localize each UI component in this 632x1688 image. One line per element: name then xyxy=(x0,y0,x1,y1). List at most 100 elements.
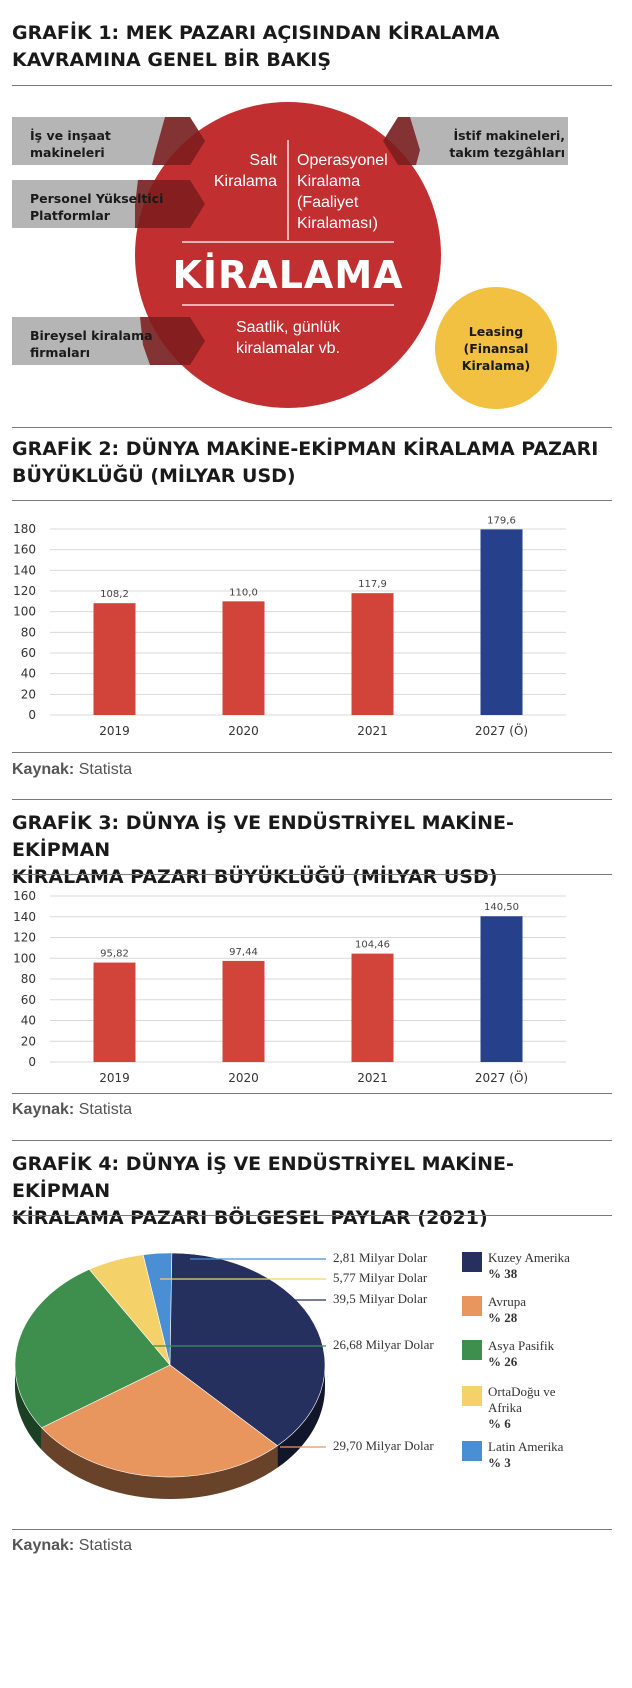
x-tick-label: 2019 xyxy=(99,724,130,738)
divider xyxy=(12,1529,612,1530)
y-tick-label: 80 xyxy=(21,972,36,986)
y-tick-label: 60 xyxy=(21,646,36,660)
left-box-2-label: Personel Yükseltici Platformlar xyxy=(30,191,164,223)
grafik2-title-line2: BÜYÜKLÜĞÜ (MİLYAR USD) xyxy=(12,465,296,487)
divider xyxy=(12,874,612,875)
y-tick-label: 40 xyxy=(21,667,36,681)
legend-name: Latin Amerika xyxy=(488,1439,564,1454)
legend-percent: % 6 xyxy=(488,1416,511,1431)
saatlik-text: Saatlik, günlük kiralamalar vb. xyxy=(195,317,381,359)
x-tick-label: 2019 xyxy=(99,1071,130,1085)
grafik4-title-line1: GRAFİK 4: DÜNYA İŞ VE ENDÜSTRİYEL MAKİNE… xyxy=(12,1153,514,1202)
bar xyxy=(222,601,265,715)
bar xyxy=(93,603,136,715)
legend-name: Asya Pasifik xyxy=(488,1338,555,1353)
legend-swatch xyxy=(462,1386,482,1406)
pie-slice-side xyxy=(277,1365,325,1468)
operasyonel-line2: Kiralama xyxy=(297,173,361,190)
y-tick-label: 140 xyxy=(13,910,36,924)
x-tick-label: 2027 (Ö) xyxy=(475,1069,528,1085)
data-label: 140,50 xyxy=(484,902,519,913)
legend-percent: % 28 xyxy=(488,1310,518,1325)
divider xyxy=(12,799,612,800)
right-box xyxy=(383,117,568,165)
grafik4-pie-chart xyxy=(14,1252,326,1499)
y-tick-label: 100 xyxy=(13,951,36,965)
slice-amount-label: 26,68 Milyar Dolar xyxy=(333,1337,434,1352)
slice-amount-label: 29,70 Milyar Dolar xyxy=(333,1438,434,1453)
leasing-line3: Kiralama) xyxy=(461,358,531,373)
legend-swatch xyxy=(462,1441,482,1461)
kiralama-circle xyxy=(135,102,441,408)
overlap-1 xyxy=(152,117,205,165)
grafik4-title: GRAFİK 4: DÜNYA İŞ VE ENDÜSTRİYEL MAKİNE… xyxy=(12,1151,612,1232)
slice-amount-label: 2,81 Milyar Dolar xyxy=(333,1250,428,1265)
divider xyxy=(12,1093,612,1094)
leasing-line2: (Finansal xyxy=(463,341,529,356)
grafik1-title-line1: GRAFİK 1: MEK PAZARI AÇISINDAN KİRALAMA xyxy=(12,22,500,44)
y-tick-label: 100 xyxy=(13,605,36,619)
grafik3-source: Kaynak: Statista xyxy=(12,1101,132,1119)
x-tick-label: 2027 (Ö) xyxy=(475,722,528,738)
legend-percent: % 26 xyxy=(488,1354,518,1369)
y-tick-label: 40 xyxy=(21,1014,36,1028)
grafik3-title-line2: KİRALAMA PAZARI BÜYÜKLÜĞÜ (MİLYAR USD) xyxy=(12,866,498,888)
y-tick-label: 180 xyxy=(13,522,36,536)
data-label: 110,0 xyxy=(229,587,258,598)
legend-name: Avrupa xyxy=(488,1294,527,1309)
divider xyxy=(12,500,612,501)
salt-line1: Salt xyxy=(249,152,277,169)
legend-percent: % 38 xyxy=(488,1266,518,1281)
data-label: 97,44 xyxy=(229,947,258,958)
legend-swatch xyxy=(462,1340,482,1360)
source-label: Kaynak: xyxy=(12,1537,75,1554)
source-value: Statista xyxy=(78,1537,133,1554)
data-label: 95,82 xyxy=(100,949,129,960)
pie-slice xyxy=(41,1364,278,1478)
y-tick-label: 120 xyxy=(13,584,36,598)
x-tick-label: 2020 xyxy=(228,724,259,738)
y-tick-label: 20 xyxy=(21,687,36,701)
divider xyxy=(12,85,612,86)
source-label: Kaynak: xyxy=(12,1101,75,1118)
left-box-3-label: Bireysel kiralama firmaları xyxy=(30,328,153,360)
y-tick-label: 0 xyxy=(28,708,36,722)
divider xyxy=(12,1215,612,1216)
kiralama-diagram xyxy=(12,102,568,409)
salt-kiralama: Salt Kiralama xyxy=(195,150,277,192)
bar xyxy=(480,916,523,1062)
salt-line2: Kiralama xyxy=(213,173,277,190)
pie-slice-side xyxy=(15,1365,42,1450)
legend-swatch xyxy=(462,1252,482,1272)
grafik2-title-line1: GRAFİK 2: DÜNYA MAKİNE-EKİPMAN KİRALAMA … xyxy=(12,438,599,460)
divider xyxy=(12,1140,612,1141)
legend-swatch xyxy=(462,1296,482,1316)
pie-slice xyxy=(88,1254,171,1366)
bar xyxy=(351,953,394,1062)
saatlik-line1: Saatlik, günlük xyxy=(235,319,341,336)
overlap-4 xyxy=(383,117,420,165)
pie-slice-side xyxy=(41,1427,278,1499)
data-label: 108,2 xyxy=(100,589,129,600)
bar xyxy=(480,529,523,715)
data-label: 179,6 xyxy=(487,515,516,526)
leasing-label: Leasing (Finansal Kiralama) xyxy=(446,323,546,374)
x-tick-label: 2021 xyxy=(357,724,388,738)
y-tick-label: 160 xyxy=(13,543,36,557)
divider xyxy=(12,752,612,753)
y-tick-label: 80 xyxy=(21,625,36,639)
x-tick-label: 2021 xyxy=(357,1071,388,1085)
grafik3-bar-chart: 0 20 40 60 80 100 120 140 160 95,82 2019 97,44 2020 1… xyxy=(13,889,566,1085)
operasyonel-line1: Operasyonel xyxy=(297,152,388,169)
bar xyxy=(222,960,265,1062)
bar xyxy=(351,593,394,715)
operasyonel-kiralama: Operasyonel Kiralama (Faaliyet Kiralamas… xyxy=(297,150,407,234)
operasyonel-line4: Kiralaması) xyxy=(297,215,378,232)
overlap-3 xyxy=(140,317,205,365)
grafik2-source: Kaynak: Statista xyxy=(12,761,132,779)
y-tick-label: 120 xyxy=(13,931,36,945)
divider xyxy=(12,427,612,428)
leasing-circle xyxy=(435,287,557,409)
slice-amount-label: 39,5 Milyar Dolar xyxy=(333,1291,428,1306)
operasyonel-line3: (Faaliyet xyxy=(297,194,359,211)
